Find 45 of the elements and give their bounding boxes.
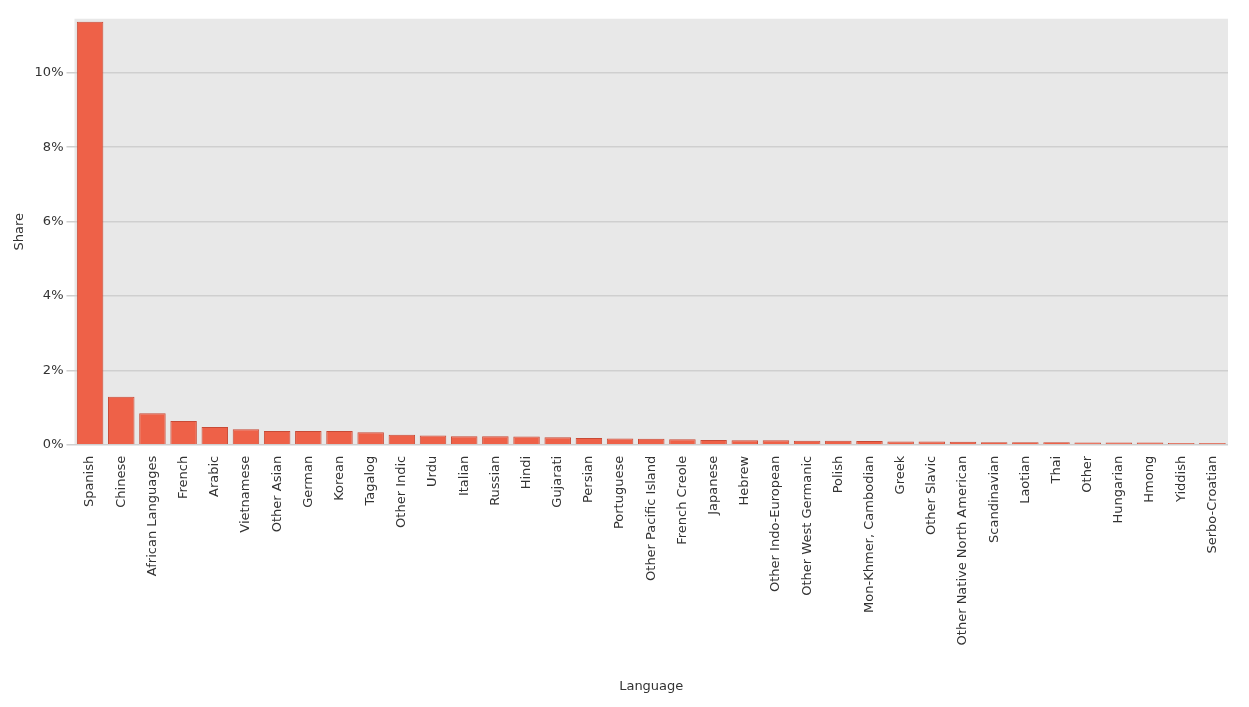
x-tick-label: Portuguese (611, 455, 627, 530)
x-tick-label: Arabic (206, 455, 222, 497)
x-axis-title: Language (619, 677, 684, 693)
x-tick-label: Polish (829, 455, 845, 494)
x-tick-label: Spanish (81, 455, 97, 508)
x-tick-label: Other West Germanic (798, 455, 814, 596)
x-tick-label: Urdu (424, 455, 440, 487)
x-tick-label: Vietnamese (237, 455, 253, 533)
y-tick-label: 4% (42, 287, 64, 303)
x-tick-label: Greek (892, 455, 908, 495)
x-tick-label: African Languages (143, 455, 159, 577)
x-tick-label: Hindi (517, 455, 533, 490)
x-tick-label: Hebrew (736, 455, 752, 506)
x-tick-label: Other Indo-European (767, 455, 783, 592)
x-tick-label: Other Pacific Island (642, 455, 658, 581)
y-tick-label: 8% (42, 138, 64, 154)
y-tick-label: 6% (42, 212, 64, 228)
x-tick-label: French (174, 455, 190, 499)
x-tick-label: Scandinavian (985, 455, 1001, 543)
x-tick-label: Persian (580, 455, 596, 504)
x-tick-label: Mon-Khmer, Cambodian (860, 455, 876, 613)
x-tick-label: Other (1079, 455, 1095, 493)
y-tick-label: 10% (34, 64, 64, 80)
x-tick-label: Hungarian (1110, 455, 1126, 524)
x-tick-label: Other Asian (268, 455, 284, 533)
x-tick-label: Japanese (704, 455, 720, 516)
x-tick-label: French Creole (673, 455, 689, 545)
x-tick-label: Other Native North American (954, 455, 970, 646)
x-tick-label: Hmong (1141, 455, 1157, 503)
x-tick-label: Tagalog (362, 455, 378, 507)
y-tick-label: 0% (42, 436, 64, 452)
x-tick-label: Chinese (112, 455, 128, 508)
y-tick-label: 2% (42, 361, 64, 377)
x-tick-label: Korean (330, 455, 346, 501)
x-tick-label: Other Slavic (923, 455, 939, 536)
x-tick-label: Italian (455, 455, 471, 497)
x-tick-label: Gujarati (549, 455, 565, 508)
y-axis-title: Share (11, 213, 27, 251)
x-tick-label: Thai (1047, 455, 1063, 485)
x-tick-label: Other Indic (393, 455, 409, 528)
x-tick-label: Yiddish (1172, 455, 1188, 503)
x-tick-label: Laotian (1016, 455, 1032, 504)
x-tick-label: Russian (486, 455, 502, 506)
x-tick-label: German (299, 455, 315, 508)
x-tick-label: Serbo-Croatian (1203, 455, 1219, 554)
